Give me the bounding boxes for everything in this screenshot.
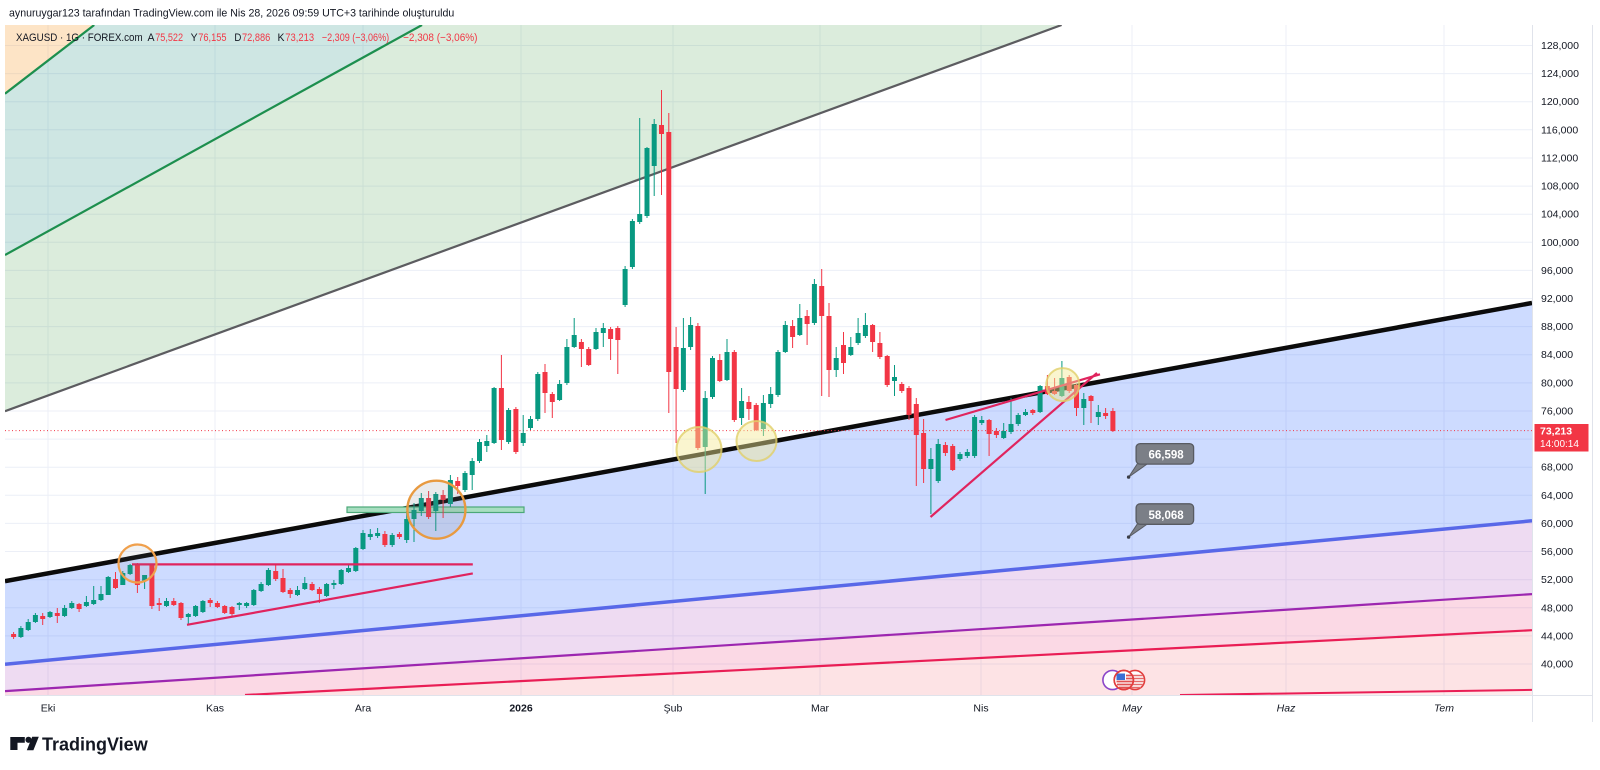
svg-text:52,000: 52,000 (1541, 574, 1573, 586)
svg-text:60,000: 60,000 (1541, 518, 1573, 530)
svg-text:58,068: 58,068 (1149, 510, 1185, 522)
svg-text:73,213: 73,213 (1540, 426, 1572, 438)
svg-text:124,000: 124,000 (1541, 68, 1579, 80)
svg-text:68,000: 68,000 (1541, 462, 1573, 474)
svg-text:Haz: Haz (1277, 703, 1296, 715)
svg-text:100,000: 100,000 (1541, 237, 1579, 249)
svg-text:96,000: 96,000 (1541, 265, 1573, 277)
svg-text:56,000: 56,000 (1541, 546, 1573, 558)
svg-text:XAGUSD · 1G · FOREX.com: XAGUSD · 1G · FOREX.com (16, 32, 143, 44)
svg-text:Eki: Eki (41, 703, 56, 715)
svg-text:Nis: Nis (973, 703, 988, 715)
svg-text:84,000: 84,000 (1541, 349, 1573, 361)
svg-text:75,522: 75,522 (155, 32, 183, 44)
svg-text:80,000: 80,000 (1541, 377, 1573, 389)
svg-text:66,598: 66,598 (1149, 450, 1185, 462)
svg-text:40,000: 40,000 (1541, 659, 1573, 671)
svg-text:K: K (278, 32, 286, 44)
svg-text:Şub: Şub (664, 703, 683, 715)
svg-text:aynuruygar123 tarafından Tradi: aynuruygar123 tarafından TradingView.com… (9, 8, 454, 20)
svg-text:76,000: 76,000 (1541, 406, 1573, 418)
svg-text:120,000: 120,000 (1541, 96, 1579, 108)
svg-text:−2,308 (−3,06%): −2,308 (−3,06%) (403, 32, 477, 44)
svg-text:−2,309 (−3,06%): −2,309 (−3,06%) (322, 32, 389, 44)
svg-text:May: May (1122, 703, 1143, 715)
svg-text:48,000: 48,000 (1541, 602, 1573, 614)
svg-text:108,000: 108,000 (1541, 181, 1579, 193)
svg-text:73,213: 73,213 (285, 32, 314, 44)
svg-text:D: D (234, 32, 241, 44)
svg-text:Kas: Kas (206, 703, 224, 715)
svg-text:Ara: Ara (355, 703, 372, 715)
svg-text:Y: Y (191, 32, 199, 44)
svg-text:2026: 2026 (509, 703, 533, 715)
svg-text:116,000: 116,000 (1541, 124, 1578, 136)
svg-text:64,000: 64,000 (1541, 490, 1573, 502)
svg-text:44,000: 44,000 (1541, 630, 1573, 642)
svg-text:Tem: Tem (1434, 703, 1454, 715)
svg-text:76,155: 76,155 (198, 32, 226, 44)
svg-text:92,000: 92,000 (1541, 293, 1573, 305)
svg-text:TradingView: TradingView (42, 735, 149, 755)
svg-text:128,000: 128,000 (1541, 40, 1579, 52)
svg-text:A: A (148, 32, 156, 44)
svg-text:14:00:14: 14:00:14 (1540, 439, 1579, 450)
svg-text:72,886: 72,886 (242, 32, 270, 44)
svg-text:88,000: 88,000 (1541, 321, 1573, 333)
svg-text:Mar: Mar (811, 703, 830, 715)
svg-text:112,000: 112,000 (1541, 153, 1578, 165)
svg-text:104,000: 104,000 (1541, 209, 1579, 221)
